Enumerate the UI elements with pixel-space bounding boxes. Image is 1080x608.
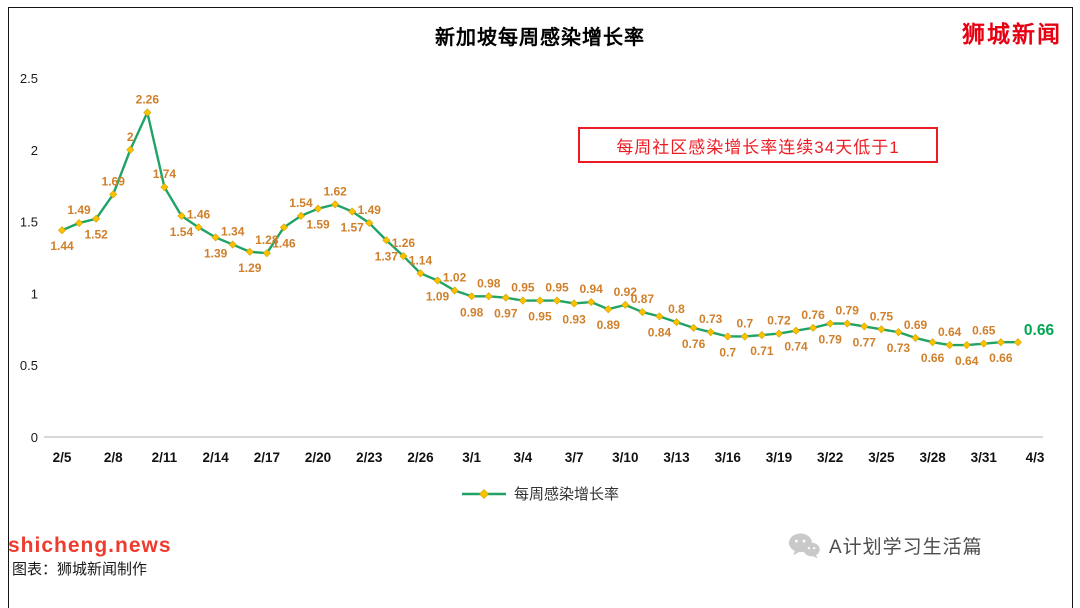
svg-text:1.28: 1.28 [255, 233, 279, 247]
svg-text:0.65: 0.65 [972, 324, 996, 338]
svg-text:0.64: 0.64 [955, 354, 979, 368]
svg-text:3/22: 3/22 [817, 450, 843, 465]
svg-text:1.46: 1.46 [272, 236, 296, 250]
svg-text:1.29: 1.29 [238, 261, 262, 275]
svg-text:1.26: 1.26 [392, 236, 416, 250]
svg-text:2/11: 2/11 [152, 450, 178, 465]
svg-text:0.71: 0.71 [750, 344, 774, 358]
svg-text:0.75: 0.75 [870, 309, 894, 323]
svg-text:3/1: 3/1 [462, 450, 481, 465]
chart-credit: 图表：狮城新闻制作 [12, 561, 148, 578]
svg-text:2: 2 [31, 143, 38, 158]
brand-logo-text: 狮城新闻 [962, 21, 1062, 47]
svg-text:3/28: 3/28 [919, 450, 946, 465]
svg-text:3/7: 3/7 [565, 450, 584, 465]
svg-text:0.95: 0.95 [511, 281, 535, 295]
svg-text:1.52: 1.52 [84, 228, 108, 242]
svg-text:1.46: 1.46 [187, 207, 211, 221]
svg-text:1.37: 1.37 [375, 249, 399, 263]
svg-text:2/5: 2/5 [53, 450, 72, 465]
svg-text:1.69: 1.69 [102, 174, 126, 188]
svg-text:0.92: 0.92 [614, 285, 638, 299]
svg-text:2/8: 2/8 [104, 450, 123, 465]
svg-text:0.5: 0.5 [20, 358, 38, 373]
svg-text:0.98: 0.98 [460, 305, 484, 319]
svg-text:0.66: 0.66 [989, 351, 1013, 365]
svg-text:0.98: 0.98 [477, 276, 501, 290]
svg-text:0.64: 0.64 [938, 325, 962, 339]
svg-text:2/26: 2/26 [407, 450, 434, 465]
svg-text:2/23: 2/23 [356, 450, 383, 465]
svg-text:1.09: 1.09 [426, 289, 450, 303]
svg-text:0.66: 0.66 [1024, 322, 1055, 339]
svg-text:3/10: 3/10 [612, 450, 638, 465]
svg-text:3/13: 3/13 [663, 450, 690, 465]
svg-text:0.97: 0.97 [494, 307, 518, 321]
svg-text:3/4: 3/4 [514, 450, 533, 465]
svg-text:0.69: 0.69 [904, 318, 928, 332]
svg-text:1.59: 1.59 [306, 218, 330, 232]
svg-text:0.7: 0.7 [736, 316, 753, 330]
svg-text:0.73: 0.73 [699, 312, 723, 326]
svg-text:3/25: 3/25 [868, 450, 895, 465]
legend-line-marker-icon [461, 488, 506, 499]
svg-text:0.87: 0.87 [631, 292, 655, 306]
svg-text:0.7: 0.7 [719, 345, 736, 359]
svg-text:1.34: 1.34 [221, 225, 245, 239]
account-name: A计划学习生活篇 [829, 537, 983, 558]
svg-text:1.49: 1.49 [67, 203, 91, 217]
svg-text:1.54: 1.54 [170, 225, 194, 239]
svg-text:0.8: 0.8 [668, 302, 685, 316]
svg-text:1.02: 1.02 [443, 271, 467, 285]
svg-text:0.77: 0.77 [853, 335, 877, 349]
footer-account: A计划学习生活篇 [788, 532, 983, 559]
svg-text:0.93: 0.93 [562, 312, 586, 326]
svg-text:0.74: 0.74 [784, 340, 808, 354]
chart-legend: 每周感染增长率 [0, 483, 1080, 504]
svg-text:0.89: 0.89 [597, 318, 621, 332]
line-chart: 00.511.522.52/5 2/8 2/11 2/14 2/17 2/20 2/23 2/… [20, 71, 1055, 465]
svg-text:1.49: 1.49 [358, 203, 382, 217]
svg-text:1.62: 1.62 [323, 184, 347, 198]
svg-text:2/17: 2/17 [254, 450, 280, 465]
svg-text:3/31: 3/31 [971, 450, 998, 465]
svg-text:0: 0 [31, 430, 38, 445]
svg-text:1.5: 1.5 [20, 215, 38, 230]
svg-text:1.54: 1.54 [289, 196, 313, 210]
page: 新加坡每周感染增长率 狮城新闻 每周社区感染增长率连续34天低于1 0 0.5 1 1… [0, 7, 1080, 608]
svg-text:0.72: 0.72 [767, 314, 791, 328]
svg-text:0.76: 0.76 [801, 308, 825, 322]
svg-text:2/14: 2/14 [202, 450, 229, 465]
annotation-box: 每周社区感染增长率连续34天低于1 [578, 127, 938, 163]
chart-frame [8, 7, 1073, 608]
svg-text:2.26: 2.26 [136, 92, 160, 106]
svg-text:2/20: 2/20 [305, 450, 331, 465]
svg-text:0.79: 0.79 [836, 304, 860, 318]
svg-text:0.76: 0.76 [682, 337, 706, 351]
svg-text:1: 1 [31, 286, 38, 301]
svg-text:1.44: 1.44 [50, 239, 74, 253]
svg-text:1.39: 1.39 [204, 246, 228, 260]
svg-text:3/19: 3/19 [766, 450, 792, 465]
svg-text:1.14: 1.14 [409, 253, 433, 267]
legend-label: 每周感染增长率 [513, 486, 619, 503]
svg-text:1.57: 1.57 [341, 221, 365, 235]
svg-text:0.95: 0.95 [528, 310, 552, 324]
svg-text:2.5: 2.5 [20, 71, 38, 86]
site-watermark: shicheng.news [8, 534, 172, 557]
svg-text:3/16: 3/16 [715, 450, 742, 465]
annotation-text: 每周社区感染增长率连续34天低于1 [616, 137, 900, 157]
svg-text:4/3: 4/3 [1026, 450, 1045, 465]
svg-text:0.94: 0.94 [579, 282, 603, 296]
chart-title: 新加坡每周感染增长率 [435, 27, 645, 49]
svg-text:2: 2 [127, 130, 134, 144]
svg-text:0.84: 0.84 [648, 325, 672, 339]
svg-text:0.73: 0.73 [887, 341, 911, 355]
svg-text:0.79: 0.79 [818, 333, 842, 347]
wechat-icon [788, 533, 820, 559]
svg-text:1.74: 1.74 [153, 167, 177, 181]
svg-text:0.66: 0.66 [921, 351, 945, 365]
svg-text:0.95: 0.95 [545, 281, 569, 295]
